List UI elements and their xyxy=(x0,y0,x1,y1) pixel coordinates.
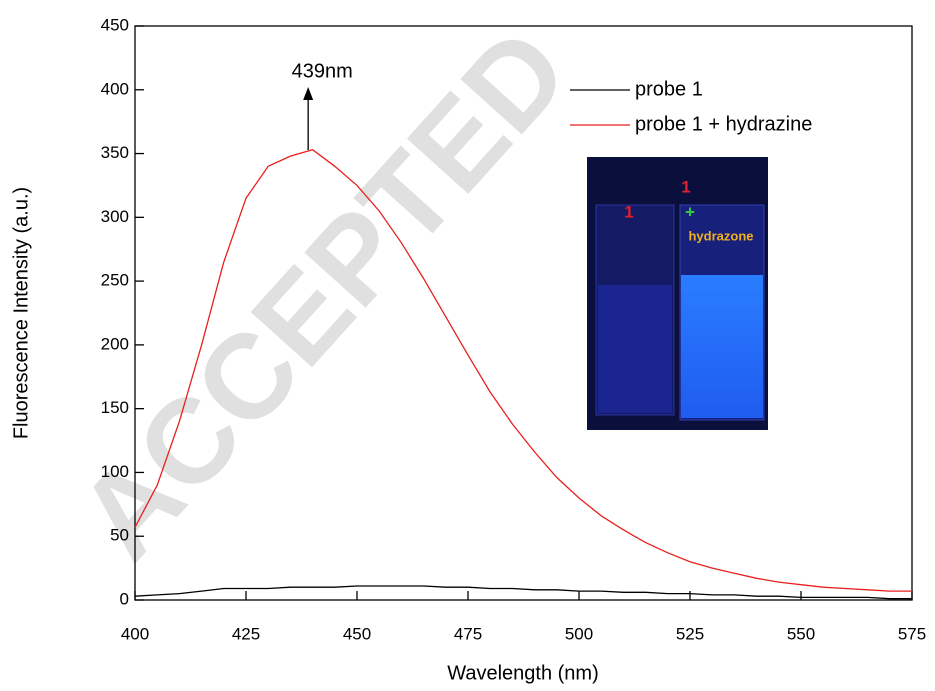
legend-label: probe 1 + hydrazine xyxy=(635,113,812,135)
y-axis-label: Fluorescence Intensity (a.u.) xyxy=(10,187,32,439)
data-line xyxy=(134,148,912,592)
inset-label: hydrazone xyxy=(688,228,753,243)
annotation-label: 439nm xyxy=(292,60,353,82)
x-tick-label: 475 xyxy=(454,624,482,643)
x-tick-label: 425 xyxy=(232,624,260,643)
legend-label: probe 1 xyxy=(635,78,703,100)
annotation-arrowhead xyxy=(303,87,314,100)
inset-label: 1 xyxy=(624,202,633,221)
inset-label: + xyxy=(685,202,695,221)
inset-photo: 1 1 + hydrazone xyxy=(587,157,768,430)
plot-frame xyxy=(134,25,913,601)
y-tick-label: 350 xyxy=(101,143,129,162)
inset-label: 1 xyxy=(681,177,690,196)
data-line xyxy=(134,585,912,600)
vial-right-liquid xyxy=(681,275,763,418)
y-tick-label: 50 xyxy=(110,526,129,545)
x-tick-label: 575 xyxy=(898,624,926,643)
y-tick-label: 400 xyxy=(101,79,129,98)
y-tick-label: 200 xyxy=(101,334,129,353)
x-tick-label: 400 xyxy=(121,624,149,643)
vial-left-liquid xyxy=(598,285,672,413)
x-tick-label: 450 xyxy=(343,624,371,643)
x-axis-label: Wavelength (nm) xyxy=(447,662,599,684)
y-tick-label: 150 xyxy=(101,398,129,417)
y-tick-label: 0 xyxy=(120,589,129,608)
x-tick-label: 550 xyxy=(787,624,815,643)
y-tick-label: 250 xyxy=(101,271,129,290)
y-tick-label: 300 xyxy=(101,207,129,226)
y-tick-label: 450 xyxy=(101,15,129,34)
x-tick-label: 500 xyxy=(565,624,593,643)
x-tick-label: 525 xyxy=(676,624,704,643)
watermark: ACCEPTED xyxy=(52,4,593,584)
y-tick-label: 100 xyxy=(101,462,129,481)
